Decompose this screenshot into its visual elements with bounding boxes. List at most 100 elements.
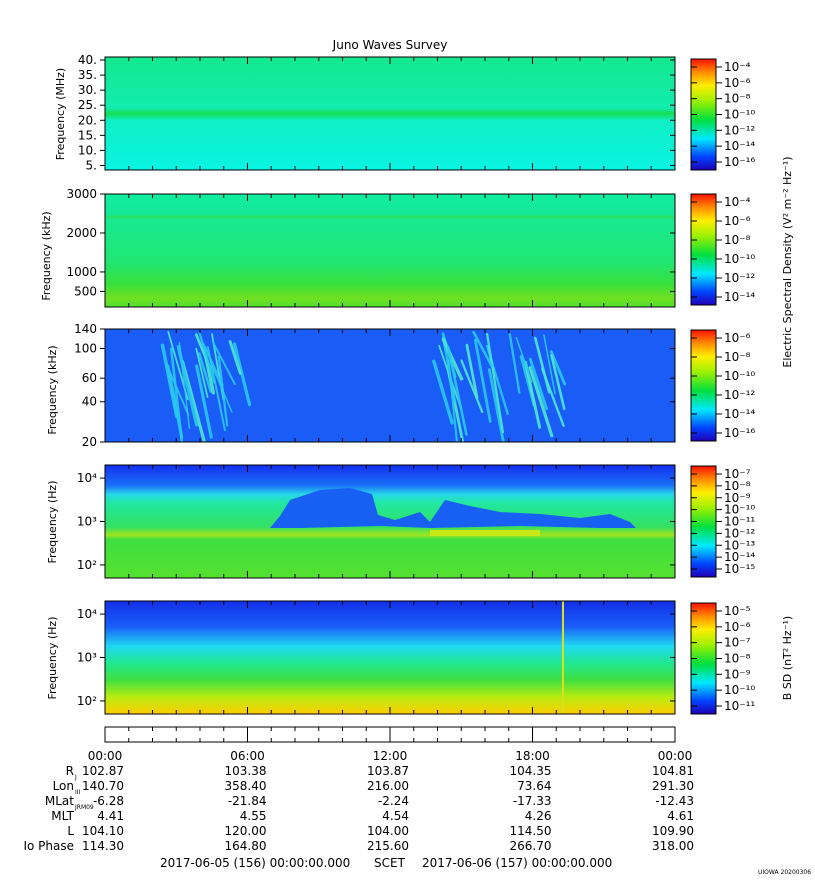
time-label: 12:00 [373, 749, 408, 763]
y-tick-label: 10. [78, 143, 97, 157]
burst-stroke [432, 359, 454, 425]
panel-4-quiet-region [270, 488, 636, 528]
burst-stroke [446, 345, 468, 436]
burst-stroke [233, 342, 252, 407]
colorbar-tick-label: 10⁻⁷ [724, 467, 751, 481]
ephemeris-row-subscript: J [74, 774, 77, 781]
colorbar-tick-label: 10⁻¹⁴ [724, 407, 755, 421]
panel-4-y-axis: 10⁴ 10³ 10² [77, 465, 676, 578]
colorbar-tick-label: 10⁻⁸ [724, 233, 751, 247]
colorbar-tick-label: 10⁻⁴ [724, 195, 751, 209]
y-tick-label: 40. [78, 53, 97, 67]
ephemeris-value: 120.00 [225, 824, 267, 838]
burst-stroke [528, 366, 554, 438]
ephemeris-value: 103.38 [225, 764, 267, 778]
colorbar-tick-label: 10⁻⁴ [724, 60, 751, 74]
ephemeris-row-subscript: III [75, 789, 81, 796]
panel-2-colorbar-ticks: 10⁻⁴ 10⁻⁶ 10⁻⁸ 10⁻¹⁰ 10⁻¹² 10⁻¹⁴ [691, 195, 755, 304]
ephemeris-value: 4.41 [97, 809, 124, 823]
y-tick-label: 100 [74, 342, 97, 356]
colorbar-tick-label: 10⁻¹⁰ [724, 683, 755, 697]
time-label: 18:00 [515, 749, 550, 763]
ephemeris-row-label: Lon [53, 779, 74, 793]
ephemeris-value: -21.84 [228, 794, 267, 808]
panel-3-bursts [160, 330, 567, 443]
colorbar-tick-label: 10⁻¹⁰ [724, 252, 755, 266]
colorbar-tick-label: 10⁻¹² [724, 271, 755, 285]
burst-stroke [541, 367, 565, 427]
panel-3-colorbar-ticks: 10⁻⁶ 10⁻⁸ 10⁻¹⁰ 10⁻¹² 10⁻¹⁴ 10⁻¹⁶ [691, 331, 755, 440]
colorbar-tick-label: 10⁻⁸ [724, 350, 751, 364]
burst-stroke [528, 357, 548, 411]
y-tick-label: 40 [82, 395, 97, 409]
colorbar-tick-label: 10⁻⁸ [724, 652, 751, 666]
y-tick-label: 10³ [77, 515, 97, 529]
burst-stroke [198, 331, 216, 384]
y-tick-label: 5. [86, 158, 97, 172]
colorbar-tick-label: 10⁻¹² [724, 388, 755, 402]
burst-stroke [167, 367, 190, 416]
colorbar-tick-label: 10⁻¹⁴ [724, 550, 755, 564]
panel-2-y-axis: 3000 2000 1000 500 [66, 187, 676, 307]
y-tick-label: 20. [78, 113, 97, 127]
ephemeris-value: -17.33 [513, 794, 552, 808]
footer-frame: SCET [374, 856, 406, 870]
ephemeris-value: -6.28 [93, 794, 124, 808]
ephemeris-value: 102.87 [82, 764, 124, 778]
y-tick-label: 10³ [77, 651, 97, 665]
panel-1-spectrogram [105, 57, 675, 170]
burst-stroke [487, 368, 505, 443]
panel-4-band [430, 530, 540, 536]
ephemeris-value: 4.54 [382, 809, 409, 823]
ephemeris-value: 104.35 [510, 764, 552, 778]
colorbar-tick-label: 10⁻¹⁶ [724, 155, 755, 169]
colorbar-tick-label: 10⁻⁷ [724, 636, 751, 650]
panel-5-ylabel: Frequency (Hz) [46, 617, 59, 700]
y-tick-label: 2000 [66, 226, 97, 240]
time-label: 00:00 [658, 749, 693, 763]
colorbar-tick-label: 10⁻¹⁰ [724, 503, 755, 517]
panel-3-ylabel: Frequency (kHz) [46, 345, 59, 434]
burst-stroke [549, 350, 567, 386]
ephemeris-value: 4.55 [240, 809, 267, 823]
colorbar-tick-label: 10⁻⁸ [724, 92, 751, 106]
panel-5-spectrogram [105, 601, 675, 714]
burst-stroke [178, 342, 191, 429]
panel-1-y-axis: 40.35.30.25.20.15.10.5. [78, 53, 676, 172]
ephemeris-row-label: MLT [51, 809, 74, 823]
colorbar-tick-label: 10⁻⁹ [724, 667, 751, 681]
y-tick-label: 10² [77, 694, 97, 708]
ephemeris-value: 4.26 [525, 809, 552, 823]
burst-stroke [228, 340, 242, 375]
ephemeris-value: 103.87 [367, 764, 409, 778]
ephemeris-value: -12.43 [655, 794, 694, 808]
ephemeris-value: 358.40 [225, 779, 267, 793]
ephemeris-value: 266.70 [510, 839, 552, 853]
y-tick-label: 35. [78, 68, 97, 82]
ephemeris-value: 109.90 [652, 824, 694, 838]
y-tick-label: 30. [78, 83, 97, 97]
colorbar-tick-label: 10⁻⁶ [724, 331, 751, 345]
colorbar-tick-label: 10⁻⁶ [724, 76, 751, 90]
burst-stroke [211, 364, 233, 413]
y-tick-label: 10² [77, 558, 97, 572]
ephemeris-row-label: L [67, 824, 74, 838]
ephemeris-value: 114.50 [510, 824, 552, 838]
burst-stroke [206, 346, 226, 432]
colorbar-tick-label: 10⁻¹² [724, 526, 755, 540]
footer-end: 2017-06-06 (157) 00:00:00.000 [422, 856, 612, 870]
panel-1-ylabel: Frequency (MHz) [54, 68, 67, 160]
ephemeris-value: 104.81 [652, 764, 694, 778]
ephemeris-value: 291.30 [652, 779, 694, 793]
panel-3-y-axis: 140 100 60 40 20 [74, 322, 676, 449]
colorbar-tick-label: 10⁻¹³ [724, 538, 755, 552]
ephemeris-value: 104.10 [82, 824, 124, 838]
burst-stroke [169, 347, 184, 443]
colorbar-tick-label: 10⁻⁶ [724, 620, 751, 634]
ephemeris-table: 00:00 06:00 12:00 18:00 00:00 R J 102.87 103.38 1… [23, 749, 694, 853]
ephemeris-value: 216.00 [367, 779, 409, 793]
ephemeris-row-subscript: JRM09 [74, 804, 94, 811]
ephemeris-row-label: Io Phase [23, 839, 74, 853]
